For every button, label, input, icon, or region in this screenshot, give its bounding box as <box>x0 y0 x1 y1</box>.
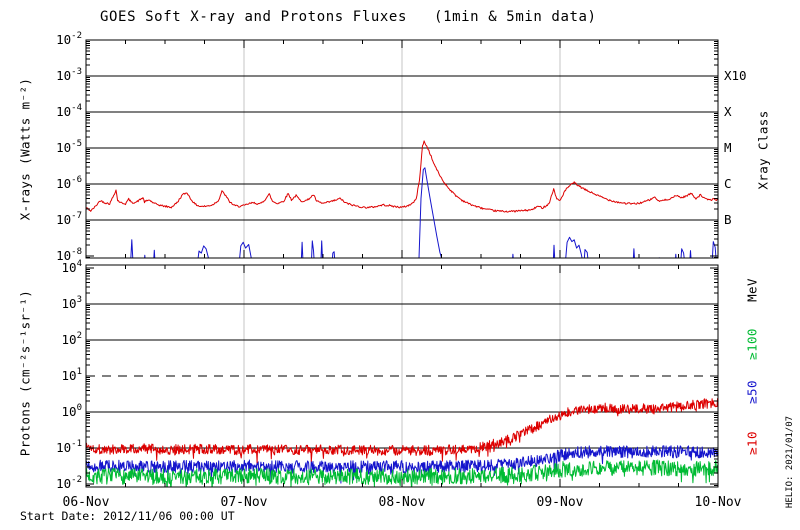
x-tick-label: 08-Nov <box>379 495 426 510</box>
panel-protons: 104 103 102 101 100 10-1 10-2 <box>56 259 719 491</box>
proton-energy-label-ge50: ≥50 <box>744 380 760 404</box>
xray-series <box>86 140 718 258</box>
panel-xray: 10-210-310-410-510-610-710-8 <box>56 31 719 263</box>
y-tick-label: 104 <box>62 259 82 275</box>
protons-series <box>86 398 718 487</box>
x-tick-label: 09-Nov <box>537 495 584 510</box>
y-tick-label: 10-3 <box>56 67 82 83</box>
xray-y-axis-title: X-rays (Watts m⁻²) <box>17 77 33 221</box>
y-tick-label: 10-1 <box>56 439 82 455</box>
x-axis-labels: 06-Nov 07-Nov 08-Nov 09-Nov 10-Nov <box>63 495 742 510</box>
proton-energy-label-ge10: ≥10 <box>744 431 760 455</box>
series-protons-ge100-green <box>86 459 718 487</box>
y-tick-label: 10-2 <box>56 475 82 491</box>
start-date-label: Start Date: 2012/11/06 00:00 UT <box>20 509 235 523</box>
chart-title: GOES Soft X-ray and Protons Fluxes (1min… <box>100 9 597 25</box>
series-protons-ge50-blue <box>86 445 718 484</box>
y-tick-label: 10-5 <box>56 139 82 155</box>
y-tick-label: 100 <box>62 403 82 419</box>
series-xray-long-red <box>86 140 718 213</box>
x-tick-label: 10-Nov <box>695 495 742 510</box>
proton-mev-axis-title: MeV <box>744 278 760 302</box>
proton-y-axis-title: Protons (cm⁻²s⁻¹sr⁻¹) <box>17 289 33 457</box>
flare-class-label-X: X <box>724 104 732 119</box>
y-tick-label: 102 <box>62 331 82 347</box>
y-tick-label: 10-7 <box>56 211 82 227</box>
series-xray-short-blue <box>130 167 717 258</box>
proton-energy-label-ge100: ≥100 <box>744 328 760 360</box>
x-tick-label: 07-Nov <box>221 495 268 510</box>
xray-class-axis-title: Xray Class <box>755 110 771 190</box>
flare-class-labels: X10 X M C B <box>724 68 747 227</box>
y-tick-label: 10-6 <box>56 175 82 191</box>
x-tick-label: 06-Nov <box>63 495 110 510</box>
flare-class-label-B: B <box>724 212 732 227</box>
flare-class-label-X10: X10 <box>724 68 747 83</box>
y-tick-label: 10-4 <box>56 103 82 119</box>
flare-class-label-C: C <box>724 176 732 191</box>
series-protons-ge10-red <box>86 398 718 464</box>
credit-label: HELIO: 2021/01/07 <box>785 415 795 509</box>
y-tick-label: 10-2 <box>56 31 82 47</box>
y-tick-label: 103 <box>62 295 82 311</box>
flare-class-label-M: M <box>724 140 732 155</box>
y-tick-label: 101 <box>62 367 82 383</box>
